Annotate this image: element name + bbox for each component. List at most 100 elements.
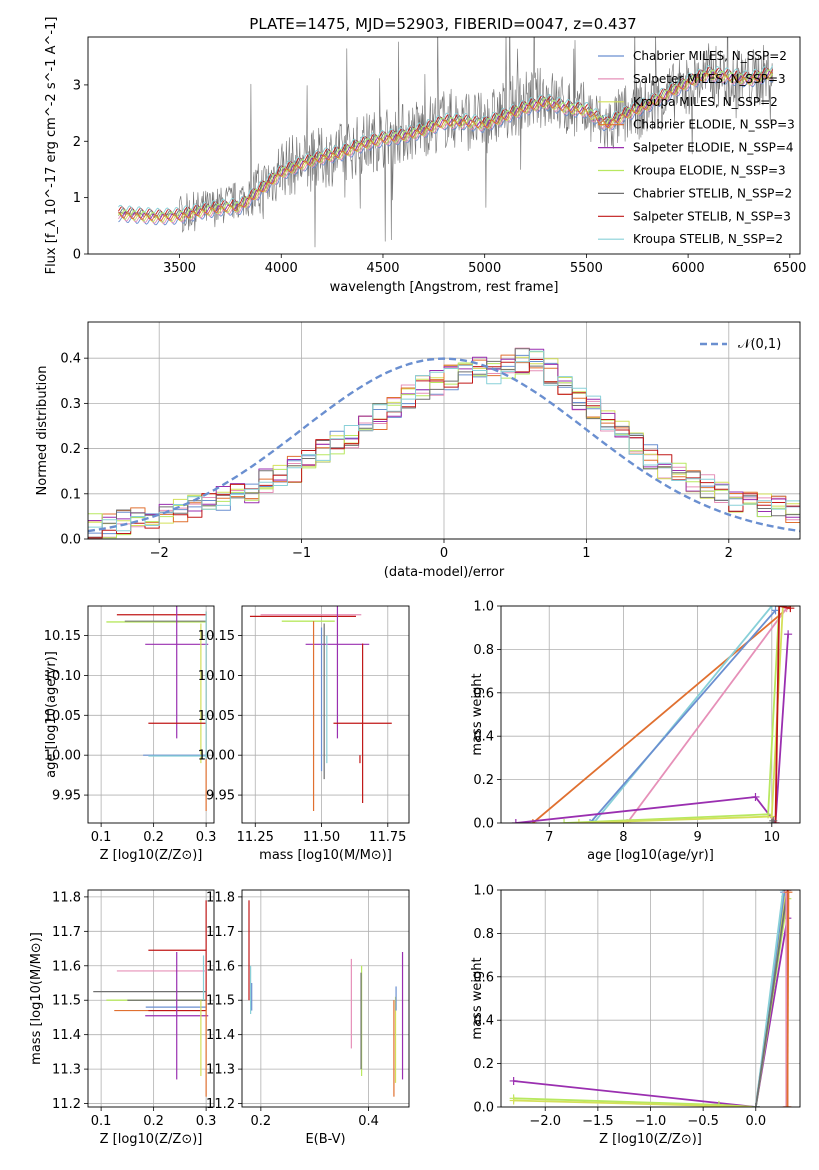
spectrum-legend-entry: Kroupa ELODIE, N_SSP=3 xyxy=(633,164,786,178)
spectrum-data-line xyxy=(118,37,774,248)
spectrum-model-line xyxy=(118,64,774,215)
spectrum-xtick-label: 5000 xyxy=(468,261,501,276)
spectrum-legend-entry: Kroupa STELIB, N_SSP=2 xyxy=(633,232,783,246)
spectrum-xtick-label: 4000 xyxy=(265,261,298,276)
residuals-xtick-label: 2 xyxy=(725,546,733,561)
weight-vs-z-ytick-label: 0.2 xyxy=(473,1057,494,1072)
age-vs-mass-xlabel: mass [log10(M/M⊙)] xyxy=(259,848,392,863)
weight-z-marker xyxy=(783,1103,792,1107)
normal-curve xyxy=(88,357,800,533)
weight-vs-z-xlabel: Z [log10(Z/Z⊙)] xyxy=(599,1132,702,1147)
weight-age-line xyxy=(589,609,777,823)
spectrum-xtick-label: 3500 xyxy=(163,261,196,276)
mass-vs-z-ytick-label: 11.5 xyxy=(52,994,81,1009)
mass-vs-ebv-xtick-label: 0.2 xyxy=(251,1114,272,1129)
weight-vs-age-ytick-label: 0.0 xyxy=(473,817,494,832)
chart-layer: 3500 4000 4500 5000 5500 6000 6500 0 1 2 3 Chabrier… xyxy=(29,17,806,1147)
weight-age-marker xyxy=(786,606,795,613)
age-vs-z-ytick-label: 10.00 xyxy=(44,749,81,764)
age-vs-z-ytick-label: 9.95 xyxy=(52,789,81,804)
age-vs-mass-ytick-label: 10.10 xyxy=(198,669,235,684)
mass-vs-ebv-ytick-label: 11.8 xyxy=(206,890,235,905)
weight-age-marker xyxy=(778,606,787,610)
weight-z-marker xyxy=(509,1096,518,1105)
spectrum-legend-entry: Chabrier STELIB, N_SSP=2 xyxy=(633,186,792,200)
spectrum-legend-entry: Kroupa MILES, N_SSP=2 xyxy=(633,95,778,109)
weight-vs-z-ytick-label: 0.0 xyxy=(473,1101,494,1116)
mass-vs-z-plot-area xyxy=(93,900,209,1097)
residuals-xtick-label: 1 xyxy=(582,546,590,561)
residuals-ytick-label: 0.3 xyxy=(60,397,81,412)
weight-z-line xyxy=(786,892,790,1107)
weight-vs-age-xtick-label: 7 xyxy=(545,830,553,845)
weight-vs-age-xtick-label: 10 xyxy=(764,830,781,845)
age-vs-mass-ytick-label: 10.15 xyxy=(198,629,235,644)
mass-vs-z-axes: 0.1 0.2 0.3 11.2 11.3 11.4 11.5 11.6 11.7 11.8 xyxy=(52,889,216,1129)
age-vs-mass-plot-area xyxy=(249,606,392,812)
spectrum-xtick-label: 5500 xyxy=(570,261,603,276)
age-vs-mass-xtick-label: 11.75 xyxy=(369,830,406,845)
weight-vs-age-xlabel: age [log10(age/yr)] xyxy=(587,848,714,863)
residual-legend-entry: 𝒩(0,1) xyxy=(738,337,781,352)
weight-vs-z-frame xyxy=(500,889,801,1108)
weight-age-marker xyxy=(560,819,569,823)
weight-z-marker xyxy=(782,1103,791,1107)
weight-vs-z-ytick-label: 0.8 xyxy=(473,927,494,942)
residuals-plot-area xyxy=(88,347,800,539)
residuals-ytick-label: 0.4 xyxy=(60,352,81,367)
mass-vs-ebv-frame xyxy=(241,889,410,1108)
spectrum-xtick-label: 6500 xyxy=(773,261,806,276)
age-vs-z-xlabel: Z [log10(Z/Z⊙)] xyxy=(100,848,203,863)
age-vs-z-plot-area xyxy=(106,606,209,812)
weight-vs-age-xtick-label: 8 xyxy=(619,830,627,845)
residuals-ytick-label: 0.2 xyxy=(60,442,81,457)
mass-vs-z-ytick-label: 11.4 xyxy=(52,1028,81,1043)
residuals-xtick-label: −2 xyxy=(150,546,169,561)
mass-vs-ebv-ytick-label: 11.5 xyxy=(206,994,235,1009)
weight-vs-age-ytick-label: 0.4 xyxy=(473,730,494,745)
mass-vs-ebv-axes: 0.2 0.4 11.2 11.3 11.4 11.5 11.6 11.7 11.8 xyxy=(206,889,410,1129)
spectrum-legend-entry: Salpeter STELIB, N_SSP=3 xyxy=(633,209,791,223)
weight-vs-age-xtick-label: 9 xyxy=(693,830,701,845)
weight-vs-z-xtick-label: −1.0 xyxy=(635,1114,667,1129)
weight-vs-age-ytick-label: 1.0 xyxy=(473,600,494,615)
weight-age-marker xyxy=(511,819,520,823)
weight-age-marker xyxy=(784,630,793,639)
age-vs-mass-xtick-label: 11.50 xyxy=(303,830,340,845)
mass-vs-ebv-ytick-label: 11.6 xyxy=(206,959,235,974)
spectrum-ytick-label: 3 xyxy=(73,78,81,93)
spectrum-legend-entry: Salpeter ELODIE, N_SSP=4 xyxy=(633,141,794,155)
mass-vs-z-ytick-label: 11.7 xyxy=(52,925,81,940)
residuals-ylabel: Normed distribution xyxy=(35,366,50,496)
spectrum-xtick-label: 4500 xyxy=(366,261,399,276)
residuals-xlabel: (data-model)/error xyxy=(384,565,505,580)
mass-vs-ebv-ytick-label: 11.4 xyxy=(206,1028,235,1043)
age-vs-mass-ytick-label: 10.00 xyxy=(198,749,235,764)
mass-vs-z-xtick-label: 0.1 xyxy=(91,1114,112,1129)
weight-vs-age-ylabel: mass weight xyxy=(470,673,485,755)
weight-z-marker xyxy=(714,1100,723,1107)
weight-age-marker xyxy=(589,819,598,823)
age-vs-z-ytick-label: 10.05 xyxy=(44,709,81,724)
weight-vs-z-plot-area xyxy=(509,890,793,1107)
weight-vs-z-panel: −2.0 −1.5 −1.0 −0.5 0.0 0.0 0.2 0.4 0.6 0.8 1.0 xyxy=(473,884,801,1129)
weight-z-marker xyxy=(751,1103,760,1107)
spectrum-frame xyxy=(87,36,801,255)
weight-age-marker xyxy=(775,606,784,610)
mass-vs-z-ytick-label: 11.6 xyxy=(52,959,81,974)
residuals-frame xyxy=(87,321,801,540)
weight-z-marker xyxy=(509,1076,518,1085)
weight-vs-z-ytick-label: 1.0 xyxy=(473,884,494,899)
age-vs-z-ylabel: age [log10(age/yr)] xyxy=(44,651,59,778)
mass-vs-z-ytick-label: 11.3 xyxy=(52,1063,81,1078)
spectrum-model-line xyxy=(118,71,773,222)
age-vs-mass-ytick-label: 9.95 xyxy=(206,789,235,804)
mass-vs-z-panel: 0.1 0.2 0.3 11.2 11.3 11.4 11.5 11.6 11.7 11.8 xyxy=(52,889,216,1129)
weight-z-line xyxy=(513,918,789,1107)
mass-vs-ebv-ytick-label: 11.3 xyxy=(206,1063,235,1078)
weight-vs-z-xtick-label: 0.0 xyxy=(745,1114,766,1129)
weight-age-marker xyxy=(751,792,760,801)
spectrum-axes: 3500 4000 4500 5000 5500 6000 6500 0 1 2 3 Chabrier… xyxy=(73,36,806,276)
age-vs-z-axes: 0.1 0.2 0.3 9.95 10.00 10.05 10.10 10.15 xyxy=(44,605,216,845)
residuals-ytick-label: 0.1 xyxy=(60,487,81,502)
